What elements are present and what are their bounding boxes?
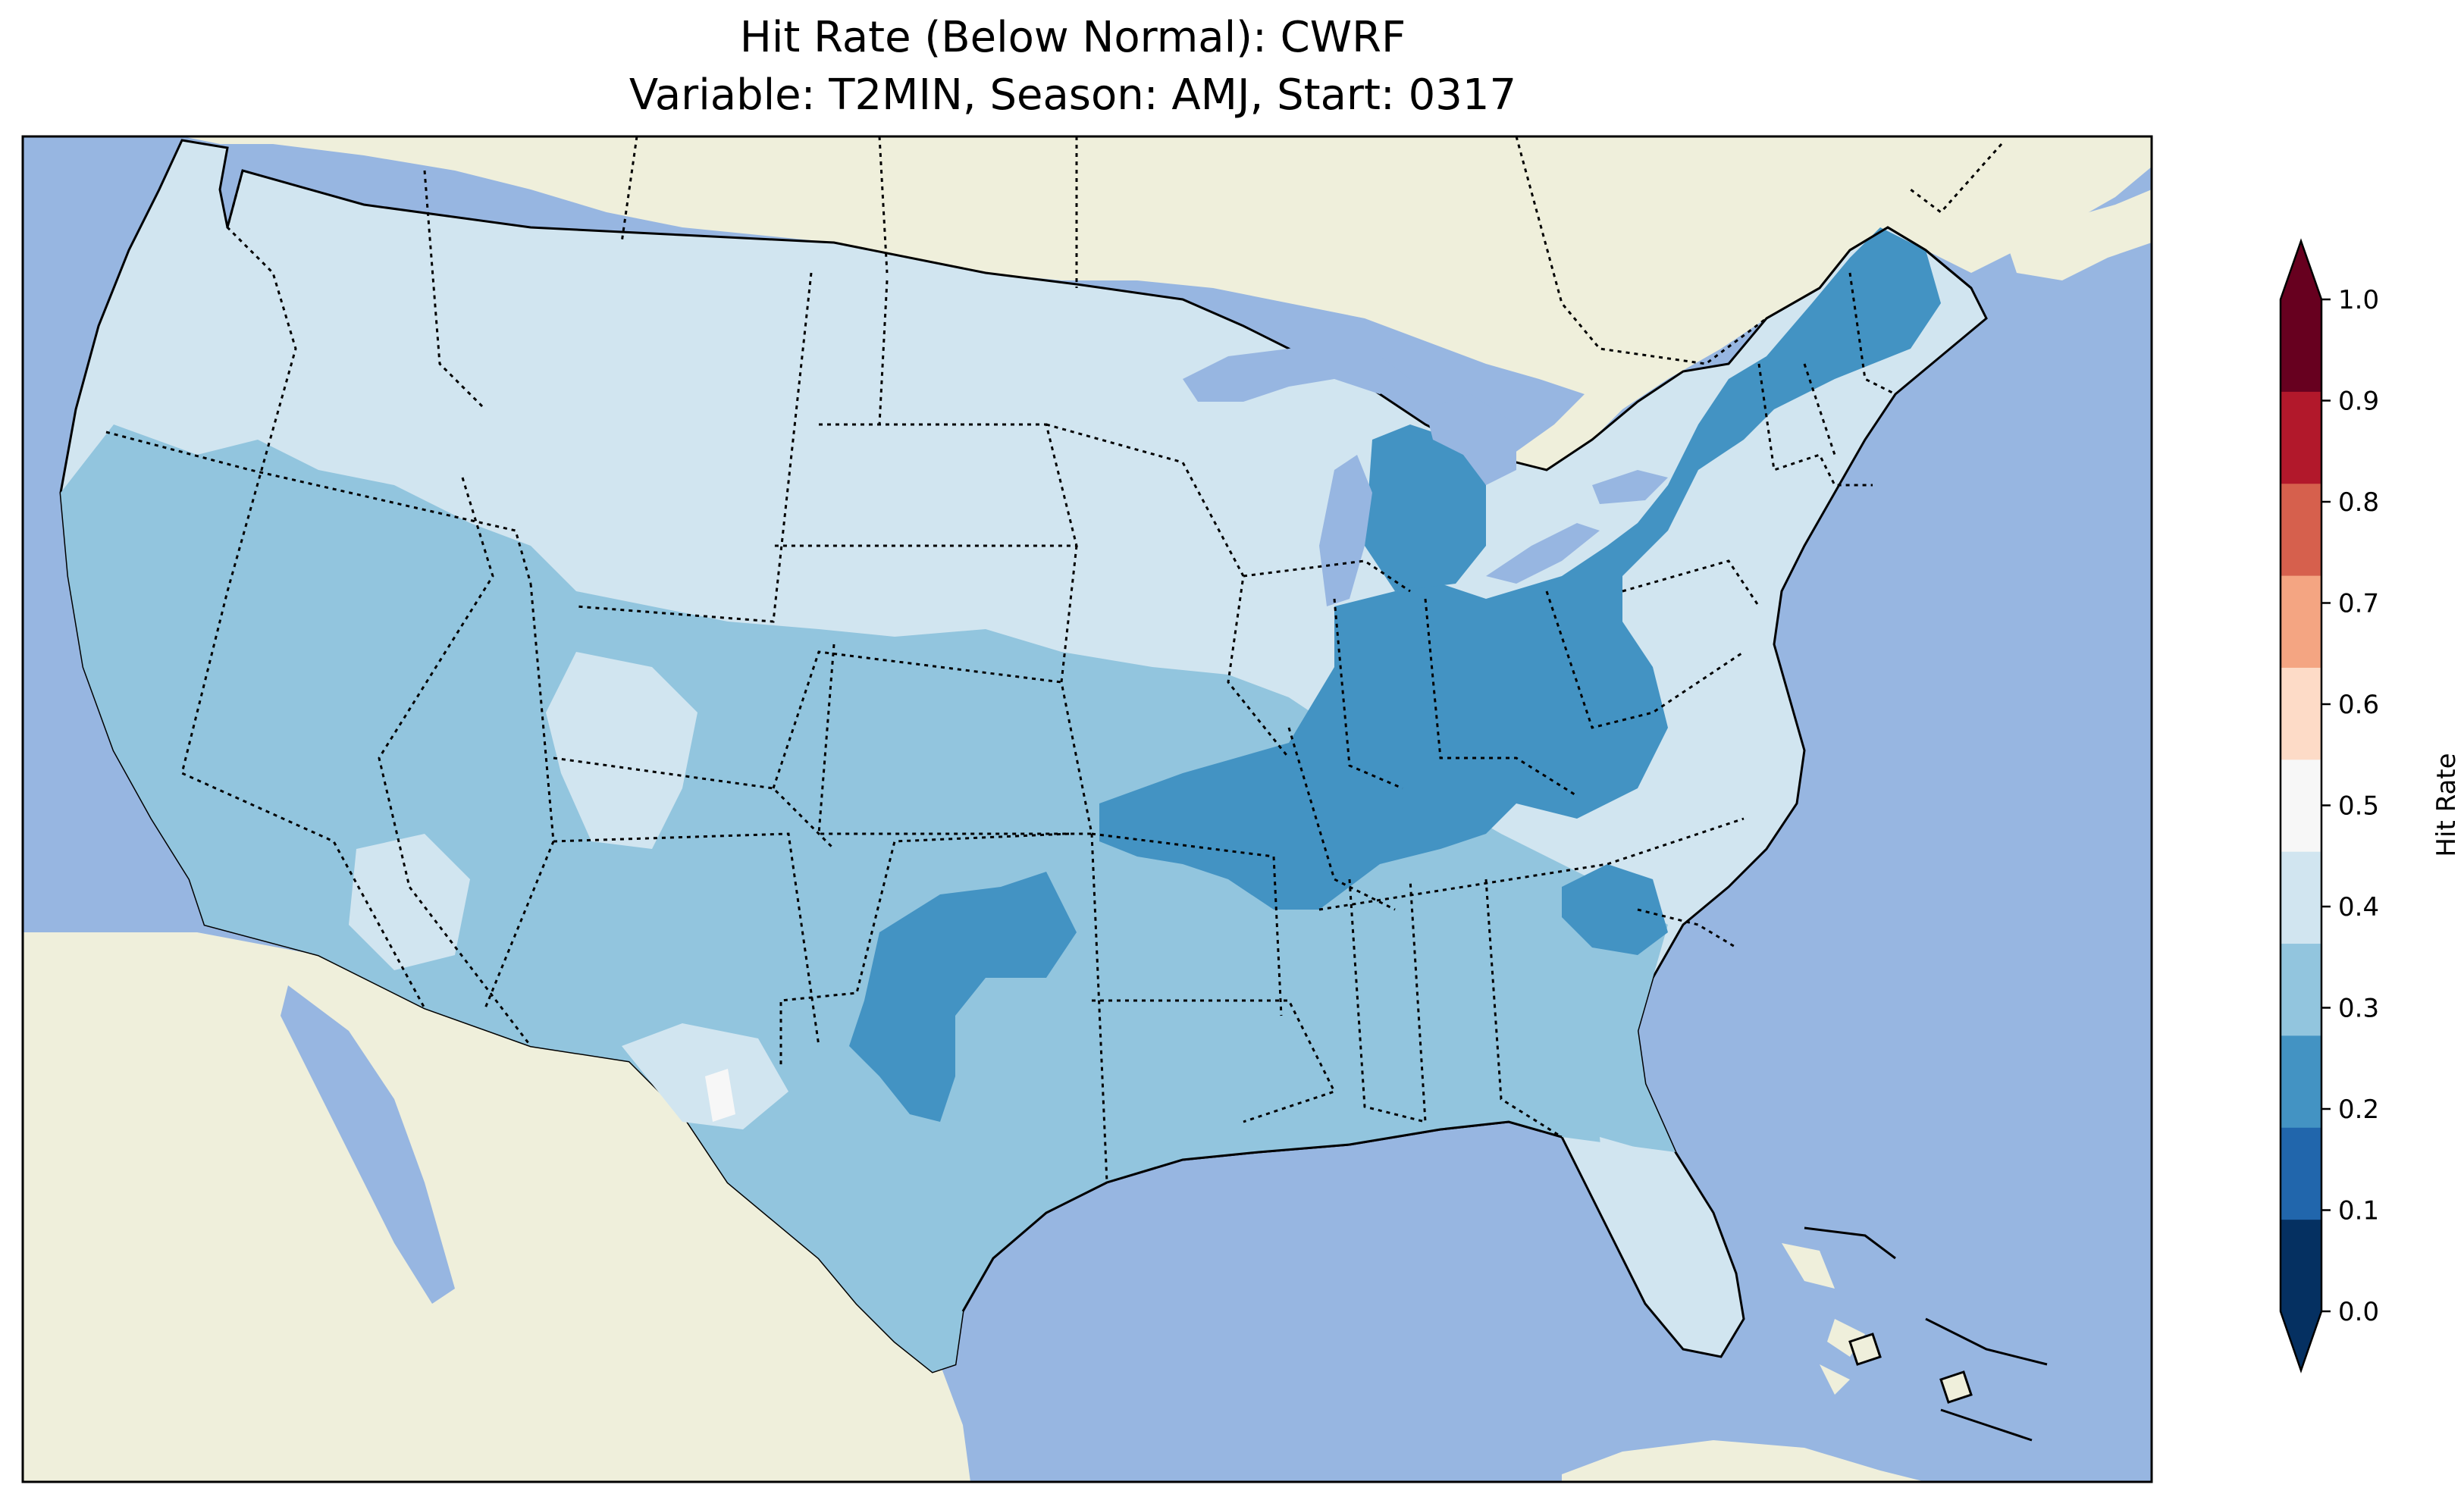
lake-superior — [1183, 334, 1410, 402]
land-layer — [23, 136, 2152, 1482]
map-frame — [21, 135, 2153, 1483]
colorbar-tick-label: 0.7 — [2338, 589, 2379, 619]
region-030-040-west — [61, 424, 1676, 1372]
lake-erie — [1486, 523, 1600, 584]
gulf-of-california — [281, 985, 455, 1304]
colorbar-segment — [2281, 851, 2321, 944]
colorbar-ticks: 0.0 0.1 0.2 0.3 0.4 0.5 0.6 0.7 0.8 0.9 1.0 — [2321, 285, 2379, 1327]
region-040-050-interior — [546, 652, 698, 849]
lake-michigan — [1319, 455, 1372, 606]
colorbar-tick-label: 0.6 — [2338, 690, 2379, 720]
colorbar-tick-label: 0.2 — [2338, 1095, 2379, 1125]
colorbar-tick-label: 1.0 — [2338, 285, 2379, 315]
colorbar-segment — [2281, 391, 2321, 484]
colorbar-tick-label: 0.3 — [2338, 994, 2379, 1024]
colorbar-segment — [2281, 1219, 2321, 1312]
islands — [1848, 1333, 1973, 1404]
region-020-030-carolinas — [1562, 864, 1668, 955]
figure-title: Hit Rate (Below Normal): CWRF — [739, 13, 1406, 62]
colorbar-segments — [2281, 299, 2321, 1312]
colorbar-tick-label: 0.8 — [2338, 487, 2379, 518]
lake-huron — [1425, 394, 1516, 485]
lake-ontario — [1592, 470, 1668, 504]
colorbar-tick-label: 0.9 — [2338, 387, 2379, 417]
great-lakes — [1183, 334, 1668, 606]
colorbar: 0.0 0.1 0.2 0.3 0.4 0.5 0.6 0.7 0.8 0.9 1.0 Hit Ra… — [2279, 238, 2462, 1373]
coastlines — [961, 226, 2048, 1442]
colorbar-over-extension — [2281, 241, 2321, 299]
region-050-060-small — [705, 1069, 735, 1122]
region-020-030-michigan — [1365, 424, 1486, 591]
colorbar-tick-label: 0.1 — [2338, 1196, 2379, 1226]
canada-landmass — [182, 136, 2152, 576]
colorbar-segment — [2281, 1127, 2321, 1220]
colorbar-under-extension — [2281, 1311, 2321, 1370]
mexico-landmass — [23, 932, 970, 1482]
atlantic-canada — [2009, 189, 2152, 280]
colorbar-segment — [2281, 759, 2321, 852]
map-panel — [21, 135, 2153, 1483]
colorbar-segment — [2281, 483, 2321, 576]
figure-subtitle: Variable: T2MIN, Season: AMJ, Start: 031… — [629, 70, 1517, 120]
region-020-030-central — [1099, 227, 1941, 910]
colorbar-tick-label: 0.4 — [2338, 892, 2379, 922]
colorbar-segment — [2281, 575, 2321, 668]
state-borders — [105, 170, 1896, 1183]
colorbar-segment — [2281, 1035, 2321, 1128]
province-borders — [620, 136, 2003, 365]
hit-rate-field — [61, 227, 1941, 1372]
colorbar-tick-label: 0.0 — [2338, 1297, 2379, 1327]
region-020-030-texas — [849, 872, 1077, 1122]
bahamas — [1782, 1243, 1865, 1395]
region-040-050-southwest — [349, 834, 470, 970]
colorbar-segment — [2281, 299, 2321, 392]
colorbar-label: Hit Rate — [2431, 753, 2462, 857]
region-040-050-florida — [1600, 1137, 1721, 1342]
colorbar-segment — [2281, 943, 2321, 1036]
colorbar-tick-label: 0.5 — [2338, 791, 2379, 822]
cuba — [1562, 1440, 1926, 1482]
colorbar-segment — [2281, 667, 2321, 760]
